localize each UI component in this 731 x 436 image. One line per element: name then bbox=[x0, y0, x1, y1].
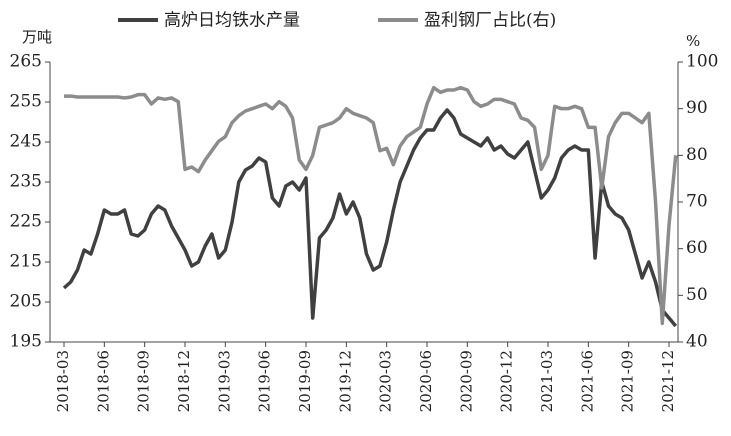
series-line bbox=[64, 85, 678, 326]
legend-label: 高炉日均铁水产量 bbox=[164, 11, 300, 31]
y-tick-label: 225 bbox=[10, 212, 42, 232]
x-tick-label: 2019-03 bbox=[215, 350, 233, 412]
y-tick-label: 205 bbox=[10, 292, 42, 312]
x-tick-label: 2020-06 bbox=[417, 350, 435, 412]
x-tick-label: 2018-06 bbox=[94, 350, 112, 412]
x-tick-label: 2021-06 bbox=[578, 350, 596, 412]
x-tick-label: 2018-12 bbox=[175, 350, 193, 412]
x-tick-label: 2021-03 bbox=[538, 350, 556, 412]
y-tick-label: 195 bbox=[10, 332, 42, 352]
x-tick-label: 2021-12 bbox=[659, 350, 677, 412]
x-tick-label: 2018-09 bbox=[135, 350, 153, 412]
y2-tick-label: 40 bbox=[686, 332, 708, 352]
y2-tick-label: 80 bbox=[686, 145, 708, 165]
series-line bbox=[62, 108, 678, 328]
y2-tick-label: 60 bbox=[686, 238, 708, 258]
x-tick-label: 2019-12 bbox=[336, 350, 354, 412]
legend-label: 盈利钢厂占比(右) bbox=[424, 11, 556, 31]
y-axis-label: 万吨 bbox=[22, 28, 52, 46]
y2-tick-label: 50 bbox=[686, 285, 708, 305]
y-tick-label: 235 bbox=[10, 172, 42, 192]
y-tick-label: 245 bbox=[10, 132, 42, 152]
x-tick-label: 2020-09 bbox=[457, 350, 475, 412]
y-tick-label: 255 bbox=[10, 92, 42, 112]
y2-axis-label: % bbox=[686, 32, 700, 50]
x-tick-label: 2019-06 bbox=[256, 350, 274, 412]
x-tick-label: 2020-03 bbox=[377, 350, 395, 412]
y-tick-label: 215 bbox=[10, 252, 42, 272]
y-tick-label: 265 bbox=[10, 52, 42, 72]
y2-tick-label: 70 bbox=[686, 192, 708, 212]
y2-tick-label: 100 bbox=[686, 52, 718, 72]
x-tick-label: 2018-03 bbox=[54, 350, 72, 412]
x-tick-label: 2021-09 bbox=[619, 350, 637, 412]
x-tick-label: 2020-12 bbox=[498, 350, 516, 412]
y2-tick-label: 90 bbox=[686, 98, 708, 118]
x-tick-label: 2019-09 bbox=[296, 350, 314, 412]
